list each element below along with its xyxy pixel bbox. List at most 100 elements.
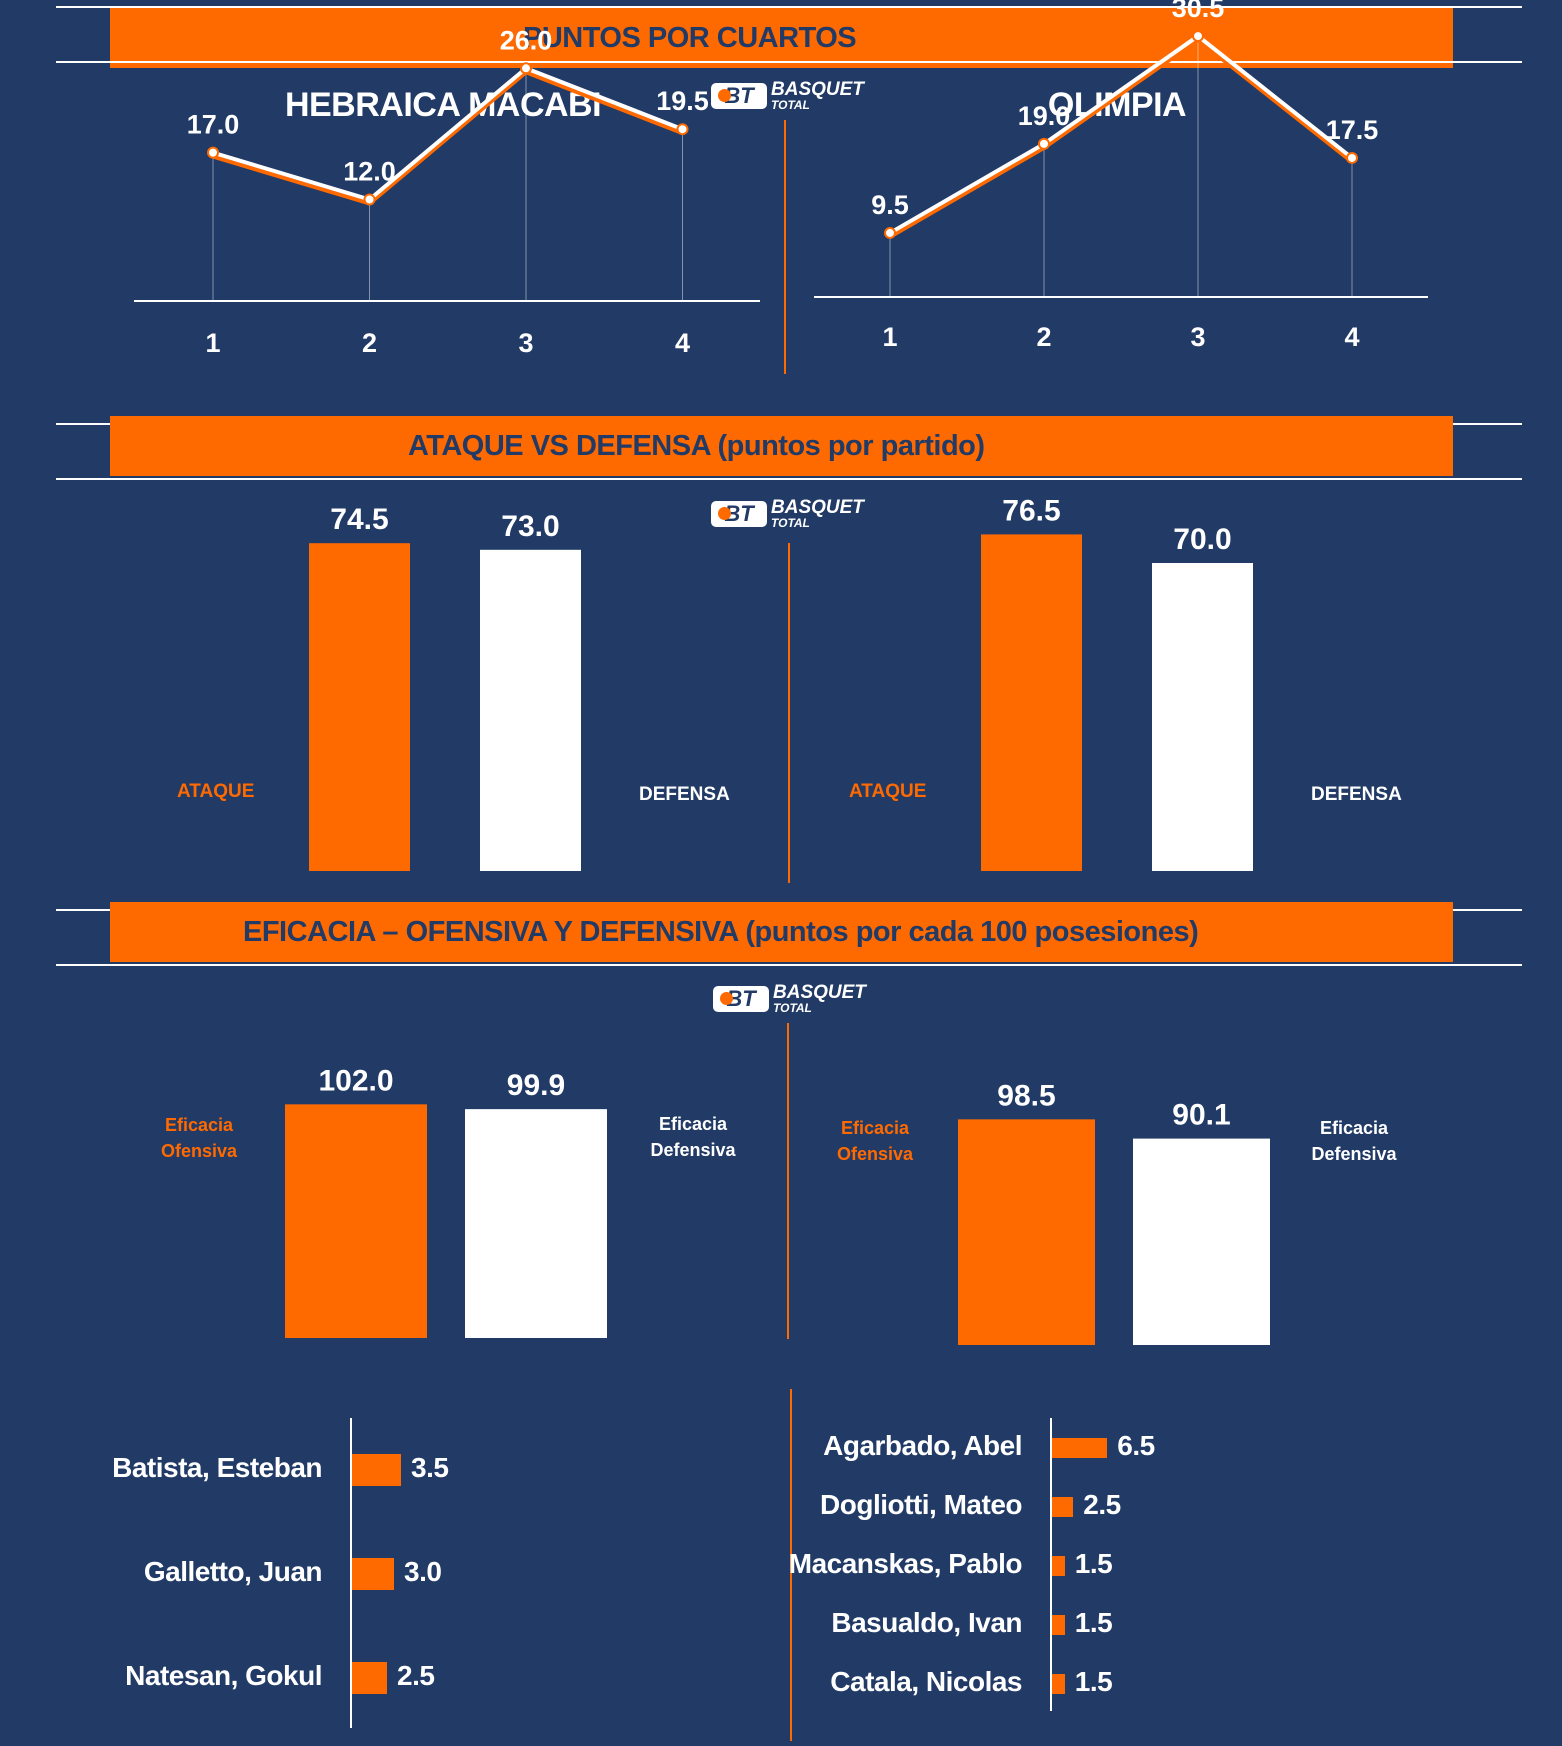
player-value: 2.5	[397, 1660, 435, 1691]
eficacia-ofensiva-label-line: Eficacia	[840, 1118, 910, 1138]
logo-word: TOTAL	[771, 516, 810, 530]
player-name: Natesan, Gokul	[125, 1660, 322, 1691]
basquet-total-logo: BT BASQUET TOTAL	[713, 983, 866, 1017]
bar-value-label: 73.0	[501, 510, 559, 543]
logo-word: BASQUET	[771, 497, 864, 518]
player-axis-line	[1050, 1418, 1052, 1711]
series-line	[888, 34, 1354, 235]
bar-value-label: 98.5	[997, 1079, 1055, 1112]
player-value: 1.5	[1074, 1666, 1113, 1697]
bar	[1152, 563, 1253, 871]
x-tick-label: 2	[1036, 322, 1051, 352]
eficacia-ofensiva-label-line: Eficacia	[164, 1115, 234, 1135]
section-banner-efficiency: EFICACIA – OFENSIVA Y DEFENSIVA (puntos …	[110, 902, 1453, 962]
x-tick-label: 2	[362, 328, 377, 358]
eficacia-defensiva-label-line: Defensiva	[1311, 1144, 1397, 1164]
eficacia-defensiva-label-line: Defensiva	[650, 1140, 736, 1160]
data-point	[363, 193, 376, 206]
bar	[1133, 1138, 1270, 1345]
player-name: Basualdo, Ivan	[831, 1607, 1022, 1638]
player-name: Dogliotti, Mateo	[820, 1489, 1022, 1520]
data-label: 19.0	[1018, 101, 1071, 131]
player-bar	[1052, 1615, 1065, 1635]
eficacia-defensiva-label-line: Eficacia	[658, 1114, 728, 1134]
bar	[981, 534, 1082, 871]
player-name: Macanskas, Pablo	[788, 1548, 1023, 1579]
player-bar	[352, 1454, 401, 1486]
ataque-label: ATAQUE	[849, 781, 927, 802]
section-title: PUNTOS POR CUARTOS	[523, 22, 857, 54]
vertical-divider	[790, 1389, 792, 1741]
bar-value-label: 70.0	[1173, 523, 1231, 556]
bar	[285, 1104, 427, 1338]
data-point	[207, 146, 219, 159]
player-value: 6.5	[1117, 1430, 1155, 1461]
bar-value-label: 90.1	[1172, 1099, 1230, 1132]
divider-line	[56, 6, 1522, 8]
player-name: Batista, Esteban	[112, 1452, 322, 1483]
player-value: 2.5	[1083, 1489, 1121, 1520]
bar	[958, 1119, 1095, 1345]
data-point	[1038, 137, 1050, 150]
ataque-label: ATAQUE	[177, 781, 255, 802]
data-point	[520, 62, 532, 75]
logo-word: TOTAL	[771, 98, 810, 112]
data-label: 17.5	[1326, 115, 1379, 145]
eficacia-defensiva-label: Eficacia Defensiva	[650, 1111, 735, 1163]
player-name: Galletto, Juan	[143, 1556, 323, 1587]
x-tick-label: 4	[1344, 322, 1359, 352]
bar	[465, 1109, 607, 1338]
data-label: 30.5	[1172, 0, 1225, 23]
eficacia-defensiva-label: Eficacia Defensiva	[1311, 1115, 1396, 1167]
divider-line	[56, 964, 1522, 966]
eficacia-defensiva-label-line: Eficacia	[1319, 1118, 1389, 1138]
defensa-label: DEFENSA	[639, 784, 730, 805]
eficacia-ofensiva-label: Eficacia Ofensiva	[837, 1115, 913, 1167]
player-name: Agarbado, Abel	[823, 1430, 1022, 1461]
bar-value-label: 76.5	[1002, 494, 1060, 527]
x-tick-label: 1	[205, 328, 220, 358]
vertical-divider	[787, 1023, 789, 1339]
player-bar	[1052, 1438, 1108, 1458]
x-tick-label: 3	[518, 328, 533, 358]
player-bar	[1052, 1497, 1074, 1517]
vertical-divider	[784, 120, 786, 374]
player-value: 3.5	[411, 1452, 449, 1483]
player-bar	[352, 1662, 387, 1694]
section-title: ATAQUE VS DEFENSA (puntos por partido)	[408, 430, 985, 462]
bar-value-label: 102.0	[318, 1064, 393, 1097]
player-value: 3.0	[404, 1556, 442, 1587]
eficacia-ofensiva-label: Eficacia Ofensiva	[161, 1112, 237, 1164]
logo-word: BASQUET	[771, 79, 864, 100]
data-label: 9.5	[871, 190, 909, 220]
data-point	[884, 226, 896, 239]
x-tick-label: 4	[675, 328, 690, 358]
player-axis-line	[350, 1418, 352, 1728]
divider-line	[56, 61, 1522, 63]
data-label: 12.0	[343, 157, 396, 187]
logo-badge: BT	[711, 501, 767, 527]
eficacia-ofensiva-label-line: Ofensiva	[160, 1141, 238, 1161]
defensa-label: DEFENSA	[1311, 784, 1402, 805]
x-tick-label: 1	[882, 322, 897, 352]
data-point	[676, 123, 689, 136]
logo-word: TOTAL	[773, 1001, 812, 1015]
data-label: 19.5	[656, 86, 709, 116]
series-line	[212, 66, 684, 202]
player-bar	[352, 1558, 394, 1590]
series-line-shadow	[212, 70, 684, 206]
series-line-shadow	[888, 38, 1354, 239]
vertical-divider	[788, 543, 790, 883]
x-tick-label: 3	[1190, 322, 1205, 352]
logo-badge: BT	[713, 986, 769, 1012]
team-name-left: HEBRAICA MACABI	[284, 86, 602, 124]
data-label: 17.0	[187, 110, 240, 140]
bar	[309, 543, 410, 871]
section-banner-attack-defense: ATAQUE VS DEFENSA (puntos por partido)	[110, 416, 1453, 476]
bar-value-label: 74.5	[330, 503, 388, 536]
